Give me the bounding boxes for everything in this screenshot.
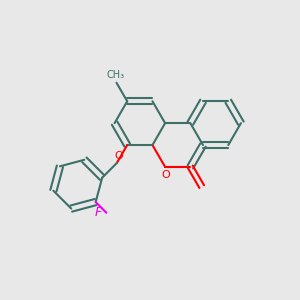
Text: CH₃: CH₃ (106, 70, 124, 80)
Text: F: F (94, 206, 101, 219)
Text: O: O (115, 151, 123, 161)
Text: O: O (162, 170, 170, 180)
